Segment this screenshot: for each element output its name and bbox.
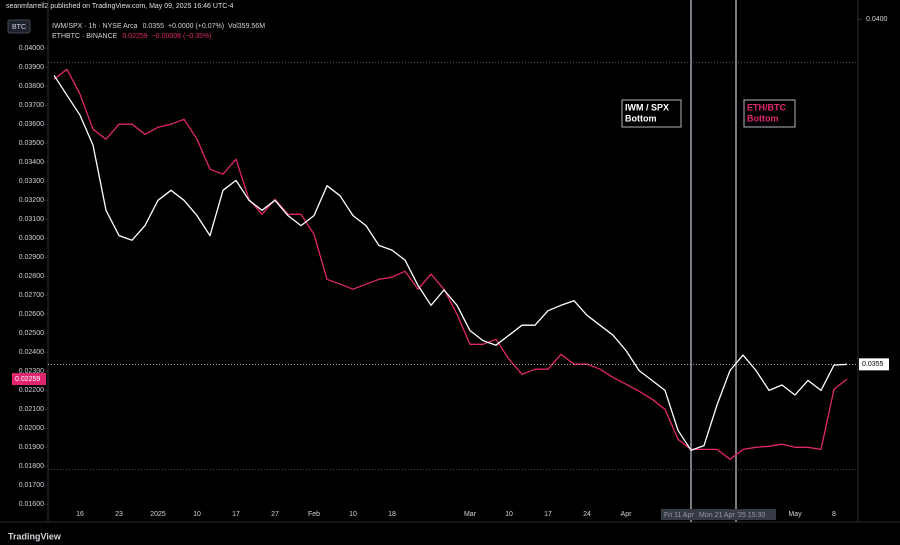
y2-tick-label: 0.0400: [866, 16, 888, 23]
y-tick-label: 0.03200: [19, 197, 44, 204]
y-tick-label: 0.02000: [19, 425, 44, 432]
x-tick-label: 27: [271, 511, 279, 518]
x-tick-label: Apr: [621, 511, 633, 518]
y-tick-label: 0.03900: [19, 64, 44, 71]
legend-volume: Vol359.56M: [228, 23, 265, 30]
y-tick-label: 0.01800: [19, 463, 44, 470]
y-tick-label: 0.02100: [19, 406, 44, 413]
y-tick-label: 0.02500: [19, 330, 44, 337]
y-tick-label: 0.01600: [19, 501, 44, 508]
y-tick-label: 0.02600: [19, 311, 44, 318]
y-tick-label: 0.03500: [19, 140, 44, 147]
annotation-text: ETH/BTC: [747, 102, 786, 112]
y-tick-label: 0.03400: [19, 159, 44, 166]
price-tag: [859, 358, 889, 371]
currency-box[interactable]: [7, 19, 31, 34]
date-label-box: [696, 509, 776, 520]
x-tick-label: 18: [388, 511, 396, 518]
x-tick-label: 10: [193, 511, 201, 518]
legend-change: +0.0000 (+0.07%): [168, 23, 224, 30]
x-tick-label: May: [788, 511, 802, 518]
x-tick-label: 2025: [150, 511, 166, 518]
x-tick-label: 10: [505, 511, 513, 518]
price-tag-label: 0.02259: [15, 376, 40, 383]
y-tick-label: 0.04000: [19, 45, 44, 52]
x-tick-label: 23: [115, 511, 123, 518]
y-tick-label: 0.02300: [19, 368, 44, 375]
y-tick-label: 0.02800: [19, 273, 44, 280]
y-tick-label: 0.03600: [19, 121, 44, 128]
legend-entry: ETHBTC · BINANCE: [52, 33, 118, 40]
byline: seanmfarrell2 published on TradingView.c…: [6, 3, 234, 10]
y-tick-label: 0.03300: [19, 178, 44, 185]
y-tick-label: 0.01700: [19, 482, 44, 489]
x-tick-label: 10: [349, 511, 357, 518]
currency[interactable]: BTC: [12, 24, 26, 31]
y-tick-label: 0.02700: [19, 292, 44, 299]
series-line: [53, 68, 848, 460]
x-tick-label: 8: [832, 511, 836, 518]
y-tick-label: 0.03100: [19, 216, 44, 223]
date-label: Mon 21 Apr '25 15:30: [699, 512, 765, 519]
legend-price: 0.0355: [143, 23, 165, 30]
legend-price: 0.02259: [122, 33, 147, 40]
y-tick-label: 0.02400: [19, 349, 44, 356]
y-tick-label: 0.03800: [19, 83, 44, 90]
y-tick-label: 0.03700: [19, 102, 44, 109]
annotation-box: [621, 99, 682, 128]
legend-change: −0.00008 (−0.35%): [152, 33, 212, 40]
date-label: Fri 11 Apr '25: [664, 512, 705, 519]
annotation-text: IWM / SPX: [625, 102, 669, 112]
footer-logo: TradingView: [8, 531, 62, 541]
annotation-text: Bottom: [747, 113, 779, 123]
date-label-box: [661, 509, 703, 520]
x-tick-label: 17: [232, 511, 240, 518]
x-tick-label: 24: [583, 511, 591, 518]
price-tag: [12, 373, 46, 386]
price-tag-label: 0.0355: [862, 361, 884, 368]
y-tick-label: 0.02200: [19, 387, 44, 394]
x-tick-label: 17: [544, 511, 552, 518]
y-tick-label: 0.03000: [19, 235, 44, 242]
annotation-box: [743, 99, 796, 128]
series-line: [53, 74, 848, 451]
x-tick-label: Mar: [464, 511, 477, 518]
x-tick-label: 16: [76, 511, 84, 518]
y-tick-label: 0.01900: [19, 444, 44, 451]
x-tick-label: Feb: [308, 511, 320, 518]
legend-entry: IWM/SPX · 1h · NYSE Arca: [52, 23, 138, 30]
annotation-text: Bottom: [625, 113, 657, 123]
y-tick-label: 0.02900: [19, 254, 44, 261]
